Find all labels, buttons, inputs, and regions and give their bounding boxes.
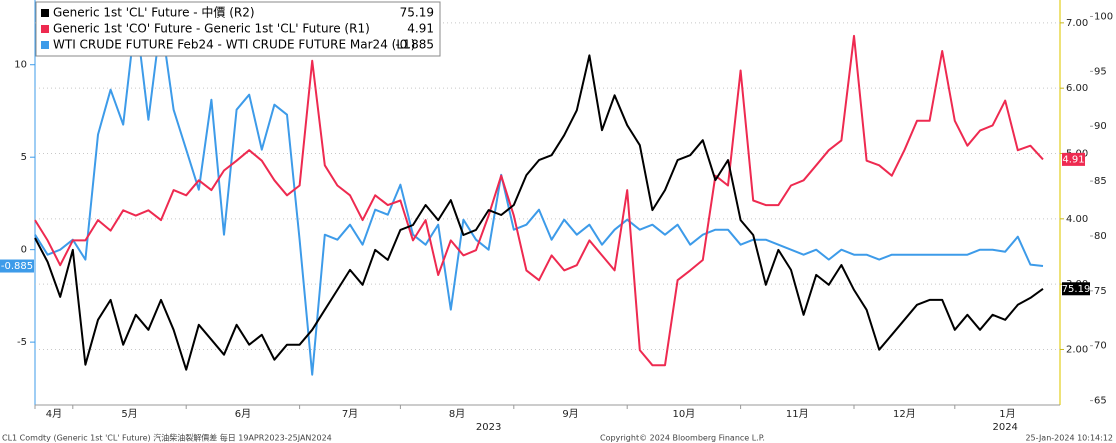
- y2-tick-label: 7.00: [1066, 18, 1088, 29]
- legend-label: Generic 1st 'CL' Future - 中價 (R2): [53, 5, 255, 20]
- value-tag: [1062, 282, 1090, 296]
- y3-tick-label: 75: [1094, 286, 1107, 297]
- x-tick-label: 11月: [786, 408, 809, 420]
- value-tag: [1062, 152, 1085, 166]
- legend-swatch: [41, 25, 49, 33]
- y3-tick-label: 85: [1094, 176, 1107, 187]
- value-tag-label: -0.885: [1, 261, 33, 272]
- y-tick-label: -5: [17, 337, 27, 348]
- y3-tick-label: 95: [1094, 66, 1107, 77]
- footer-text: Copyright© 2024 Bloomberg Finance L.P.: [600, 434, 765, 443]
- y3-tick-label: 70: [1094, 341, 1107, 352]
- legend-swatch: [41, 9, 49, 17]
- y-tick-label: 10: [14, 60, 27, 71]
- y-tick-label: 5: [21, 152, 27, 163]
- series-line: [34, 54, 1044, 371]
- x-tick-label: 6月: [235, 408, 251, 420]
- y3-tick-label: 100: [1094, 11, 1113, 22]
- x-group-label: 2024: [992, 422, 1017, 433]
- value-tag: [0, 259, 34, 273]
- series-line: [34, 13, 1044, 376]
- grid: [30, 15, 1093, 409]
- value-tag-label: 4.91: [1062, 154, 1084, 165]
- footer-text: 25-Jan-2024 10:14:12: [1025, 434, 1113, 443]
- legend-value: -0.885: [395, 38, 434, 52]
- x-tick-label: 4月: [46, 408, 62, 420]
- y3-tick-label: 80: [1094, 231, 1107, 242]
- x-tick-label: 1月: [999, 408, 1015, 420]
- value-tag-label: 75.19: [1062, 284, 1091, 295]
- plot: [34, 13, 1044, 376]
- x-tick-label: 10月: [673, 408, 696, 420]
- x-tick-label: 5月: [121, 408, 137, 420]
- legend-value: 4.91: [407, 22, 434, 36]
- footer-text: CL1 Comdty (Generic 1st 'CL' Future) 汽油柴…: [2, 433, 332, 443]
- y3-tick-label: 90: [1094, 121, 1107, 132]
- y2-tick-label: 2.00: [1066, 344, 1088, 355]
- y2-tick-label: 6.00: [1066, 83, 1088, 94]
- series-line: [34, 34, 1044, 367]
- y3-tick-label: 65: [1094, 396, 1107, 407]
- x-group-label: 2023: [476, 422, 501, 433]
- legend-box: [35, 1, 441, 57]
- y-tick-label: 0: [21, 245, 27, 256]
- x-tick-label: 9月: [562, 408, 578, 420]
- x-tick-label: 7月: [342, 408, 358, 420]
- legend-label: Generic 1st 'CO' Future - Generic 1st 'C…: [53, 22, 370, 36]
- legend-value: 75.19: [400, 6, 434, 20]
- legend-label: WTI CRUDE FUTURE Feb24 - WTI CRUDE FUTUR…: [53, 38, 415, 52]
- x-tick-label: 8月: [449, 408, 465, 420]
- x-tick-label: 12月: [893, 408, 916, 420]
- legend-swatch: [41, 41, 49, 49]
- y2-tick-label: 4.00: [1066, 214, 1088, 225]
